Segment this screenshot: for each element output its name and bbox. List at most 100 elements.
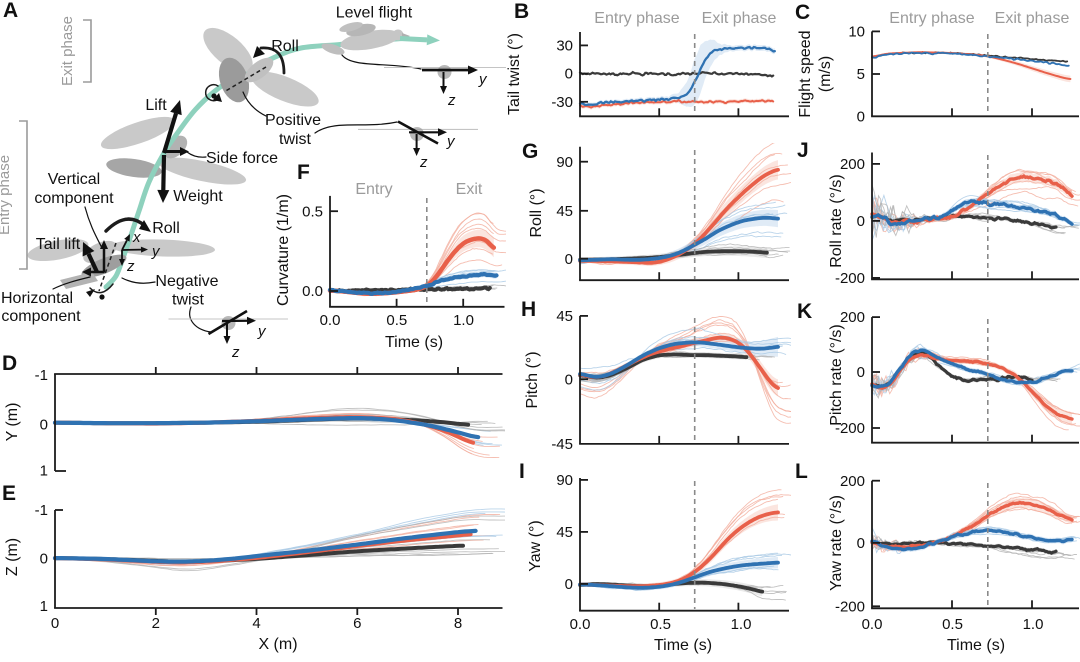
svg-text:Time (s): Time (s) [654,637,712,654]
svg-text:Z (m): Z (m) [4,538,21,576]
svg-text:Entry phase: Entry phase [889,10,974,27]
svg-text:0: 0 [857,108,865,125]
svg-text:-45: -45 [551,436,573,453]
svg-text:Tail twist (°): Tail twist (°) [506,33,523,115]
svg-text:Entry phase: Entry phase [0,155,13,235]
svg-text:0: 0 [40,416,48,433]
svg-text:1.0: 1.0 [1023,616,1044,633]
svg-text:Entry phase: Entry phase [594,10,679,27]
svg-text:2: 2 [152,615,160,632]
svg-text:C: C [795,1,810,24]
svg-text:twist: twist [279,131,312,148]
svg-text:component: component [1,308,81,325]
svg-text:0.0: 0.0 [320,312,341,329]
svg-text:Side force: Side force [206,150,278,167]
svg-text:z: z [231,344,240,361]
svg-text:Exit phase: Exit phase [59,16,76,86]
svg-text:4: 4 [252,615,260,632]
svg-text:component: component [34,190,114,207]
svg-text:1: 1 [40,598,48,615]
svg-text:0: 0 [565,576,573,593]
svg-text:Flight speed: Flight speed [797,30,814,117]
svg-text:Vertical: Vertical [48,171,100,188]
svg-text:F: F [297,161,310,184]
svg-text:Horizontal: Horizontal [1,290,73,307]
svg-text:200: 200 [840,156,865,173]
svg-text:1.0: 1.0 [453,312,474,329]
svg-text:45: 45 [556,524,573,541]
svg-text:Roll rate (°/s): Roll rate (°/s) [828,174,845,268]
svg-text:Roll: Roll [271,38,299,55]
svg-text:Tail lift: Tail lift [36,236,81,253]
svg-text:6: 6 [353,615,361,632]
svg-text:-1: -1 [35,502,48,519]
svg-text:200: 200 [840,473,865,490]
svg-text:0.5: 0.5 [386,312,407,329]
svg-text:0: 0 [40,551,48,568]
svg-text:0: 0 [857,364,865,381]
svg-text:Curvature (1/m): Curvature (1/m) [275,194,292,306]
svg-text:H: H [521,298,536,321]
svg-text:0: 0 [857,213,865,230]
svg-text:0.5: 0.5 [650,616,671,633]
svg-text:Pitch (°): Pitch (°) [524,351,541,408]
svg-text:Exit phase: Exit phase [995,10,1070,27]
svg-text:Entry: Entry [355,181,392,198]
svg-text:twist: twist [172,292,205,309]
svg-text:45: 45 [556,203,573,220]
svg-text:0: 0 [565,371,573,388]
svg-text:B: B [514,0,529,23]
svg-text:90: 90 [556,472,573,489]
svg-text:0: 0 [565,66,573,83]
svg-text:0.5: 0.5 [942,616,963,633]
svg-text:Yaw (°): Yaw (°) [527,520,544,571]
svg-text:I: I [519,460,525,483]
svg-text:X (m): X (m) [258,636,297,653]
svg-text:z: z [419,154,428,171]
svg-text:0: 0 [857,535,865,552]
svg-text:200: 200 [840,309,865,326]
svg-text:1: 1 [40,463,48,480]
svg-text:10: 10 [848,24,865,41]
svg-text:z: z [126,258,135,275]
svg-text:(m/s): (m/s) [817,56,834,92]
svg-text:E: E [2,482,16,505]
svg-text:8: 8 [454,615,462,632]
svg-text:-30: -30 [551,94,573,111]
svg-text:-1: -1 [35,367,48,384]
svg-text:Pitch rate (°/s): Pitch rate (°/s) [828,324,845,426]
svg-text:-200: -200 [835,270,865,287]
svg-text:Yaw rate (°/s): Yaw rate (°/s) [828,495,845,591]
svg-text:A: A [3,0,18,22]
svg-text:0.0: 0.0 [570,616,591,633]
svg-text:G: G [522,140,538,163]
svg-text:Negative: Negative [155,273,218,290]
svg-text:z: z [447,92,456,109]
svg-text:Exit: Exit [456,181,483,198]
svg-text:0.5: 0.5 [302,203,323,220]
svg-text:D: D [2,352,17,375]
svg-text:90: 90 [556,154,573,171]
svg-text:-200: -200 [835,598,865,615]
svg-text:Y (m): Y (m) [4,403,21,442]
svg-text:5: 5 [857,66,865,83]
svg-text:L: L [795,460,808,483]
svg-text:0: 0 [51,615,59,632]
svg-text:K: K [797,300,812,323]
svg-text:0.0: 0.0 [302,283,323,300]
svg-text:0: 0 [565,251,573,268]
svg-text:0.0: 0.0 [862,616,883,633]
svg-text:x: x [132,229,141,246]
svg-text:30: 30 [556,38,573,55]
svg-text:Exit phase: Exit phase [702,10,777,27]
svg-text:Time (s): Time (s) [385,334,443,351]
svg-text:Roll: Roll [152,220,180,237]
svg-text:1.0: 1.0 [731,616,752,633]
svg-text:Level flight: Level flight [336,5,413,22]
svg-text:45: 45 [556,308,573,325]
svg-text:J: J [797,139,809,162]
svg-text:Positive: Positive [265,112,321,129]
svg-text:Roll (°): Roll (°) [528,188,545,237]
svg-text:Weight: Weight [173,188,223,205]
svg-text:Lift: Lift [145,97,167,114]
